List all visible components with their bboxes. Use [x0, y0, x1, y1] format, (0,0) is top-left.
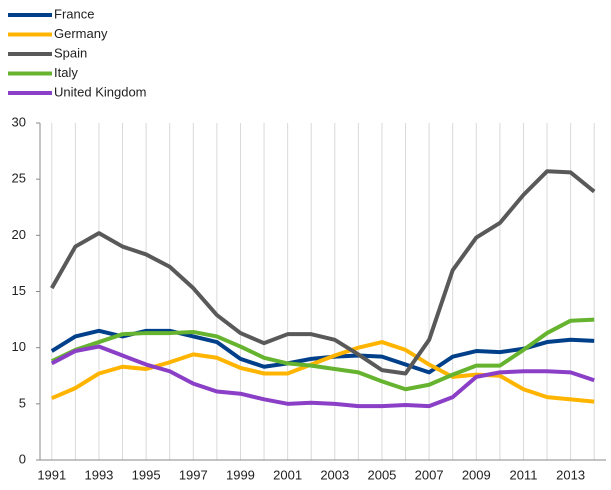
legend-label: United Kingdom [54, 84, 147, 99]
y-tick-label: 15 [12, 283, 26, 298]
x-tick-label: 2009 [462, 467, 491, 482]
series-line [51, 340, 595, 404]
x-tick-label: 2001 [273, 467, 302, 482]
series-line [50, 317, 595, 392]
x-tick-label: 2005 [367, 467, 396, 482]
x-tick-label: 2011 [509, 467, 537, 482]
x-tick-label: 2007 [415, 467, 444, 482]
x-tick-label: 2003 [320, 467, 349, 482]
y-tick-label: 5 [19, 395, 26, 410]
y-tick-label: 25 [12, 171, 26, 186]
series-line [50, 344, 595, 409]
legend-label: Italy [54, 65, 78, 80]
x-tick-label: 1997 [179, 467, 208, 482]
legend-label: France [54, 6, 94, 21]
x-tick-label: 2013 [556, 467, 585, 482]
x-tick-label: 1995 [132, 467, 161, 482]
x-tick-label: 1991 [37, 467, 66, 482]
x-tick-label: 1999 [226, 467, 255, 482]
legend-label: Germany [54, 26, 108, 41]
x-tick-label: 1993 [84, 467, 113, 482]
series-line [50, 169, 596, 376]
y-tick-label: 0 [19, 451, 26, 466]
y-tick-label: 10 [12, 339, 26, 354]
legend-label: Spain [54, 45, 87, 60]
y-tick-label: 30 [12, 114, 26, 129]
y-tick-label: 20 [12, 227, 26, 242]
